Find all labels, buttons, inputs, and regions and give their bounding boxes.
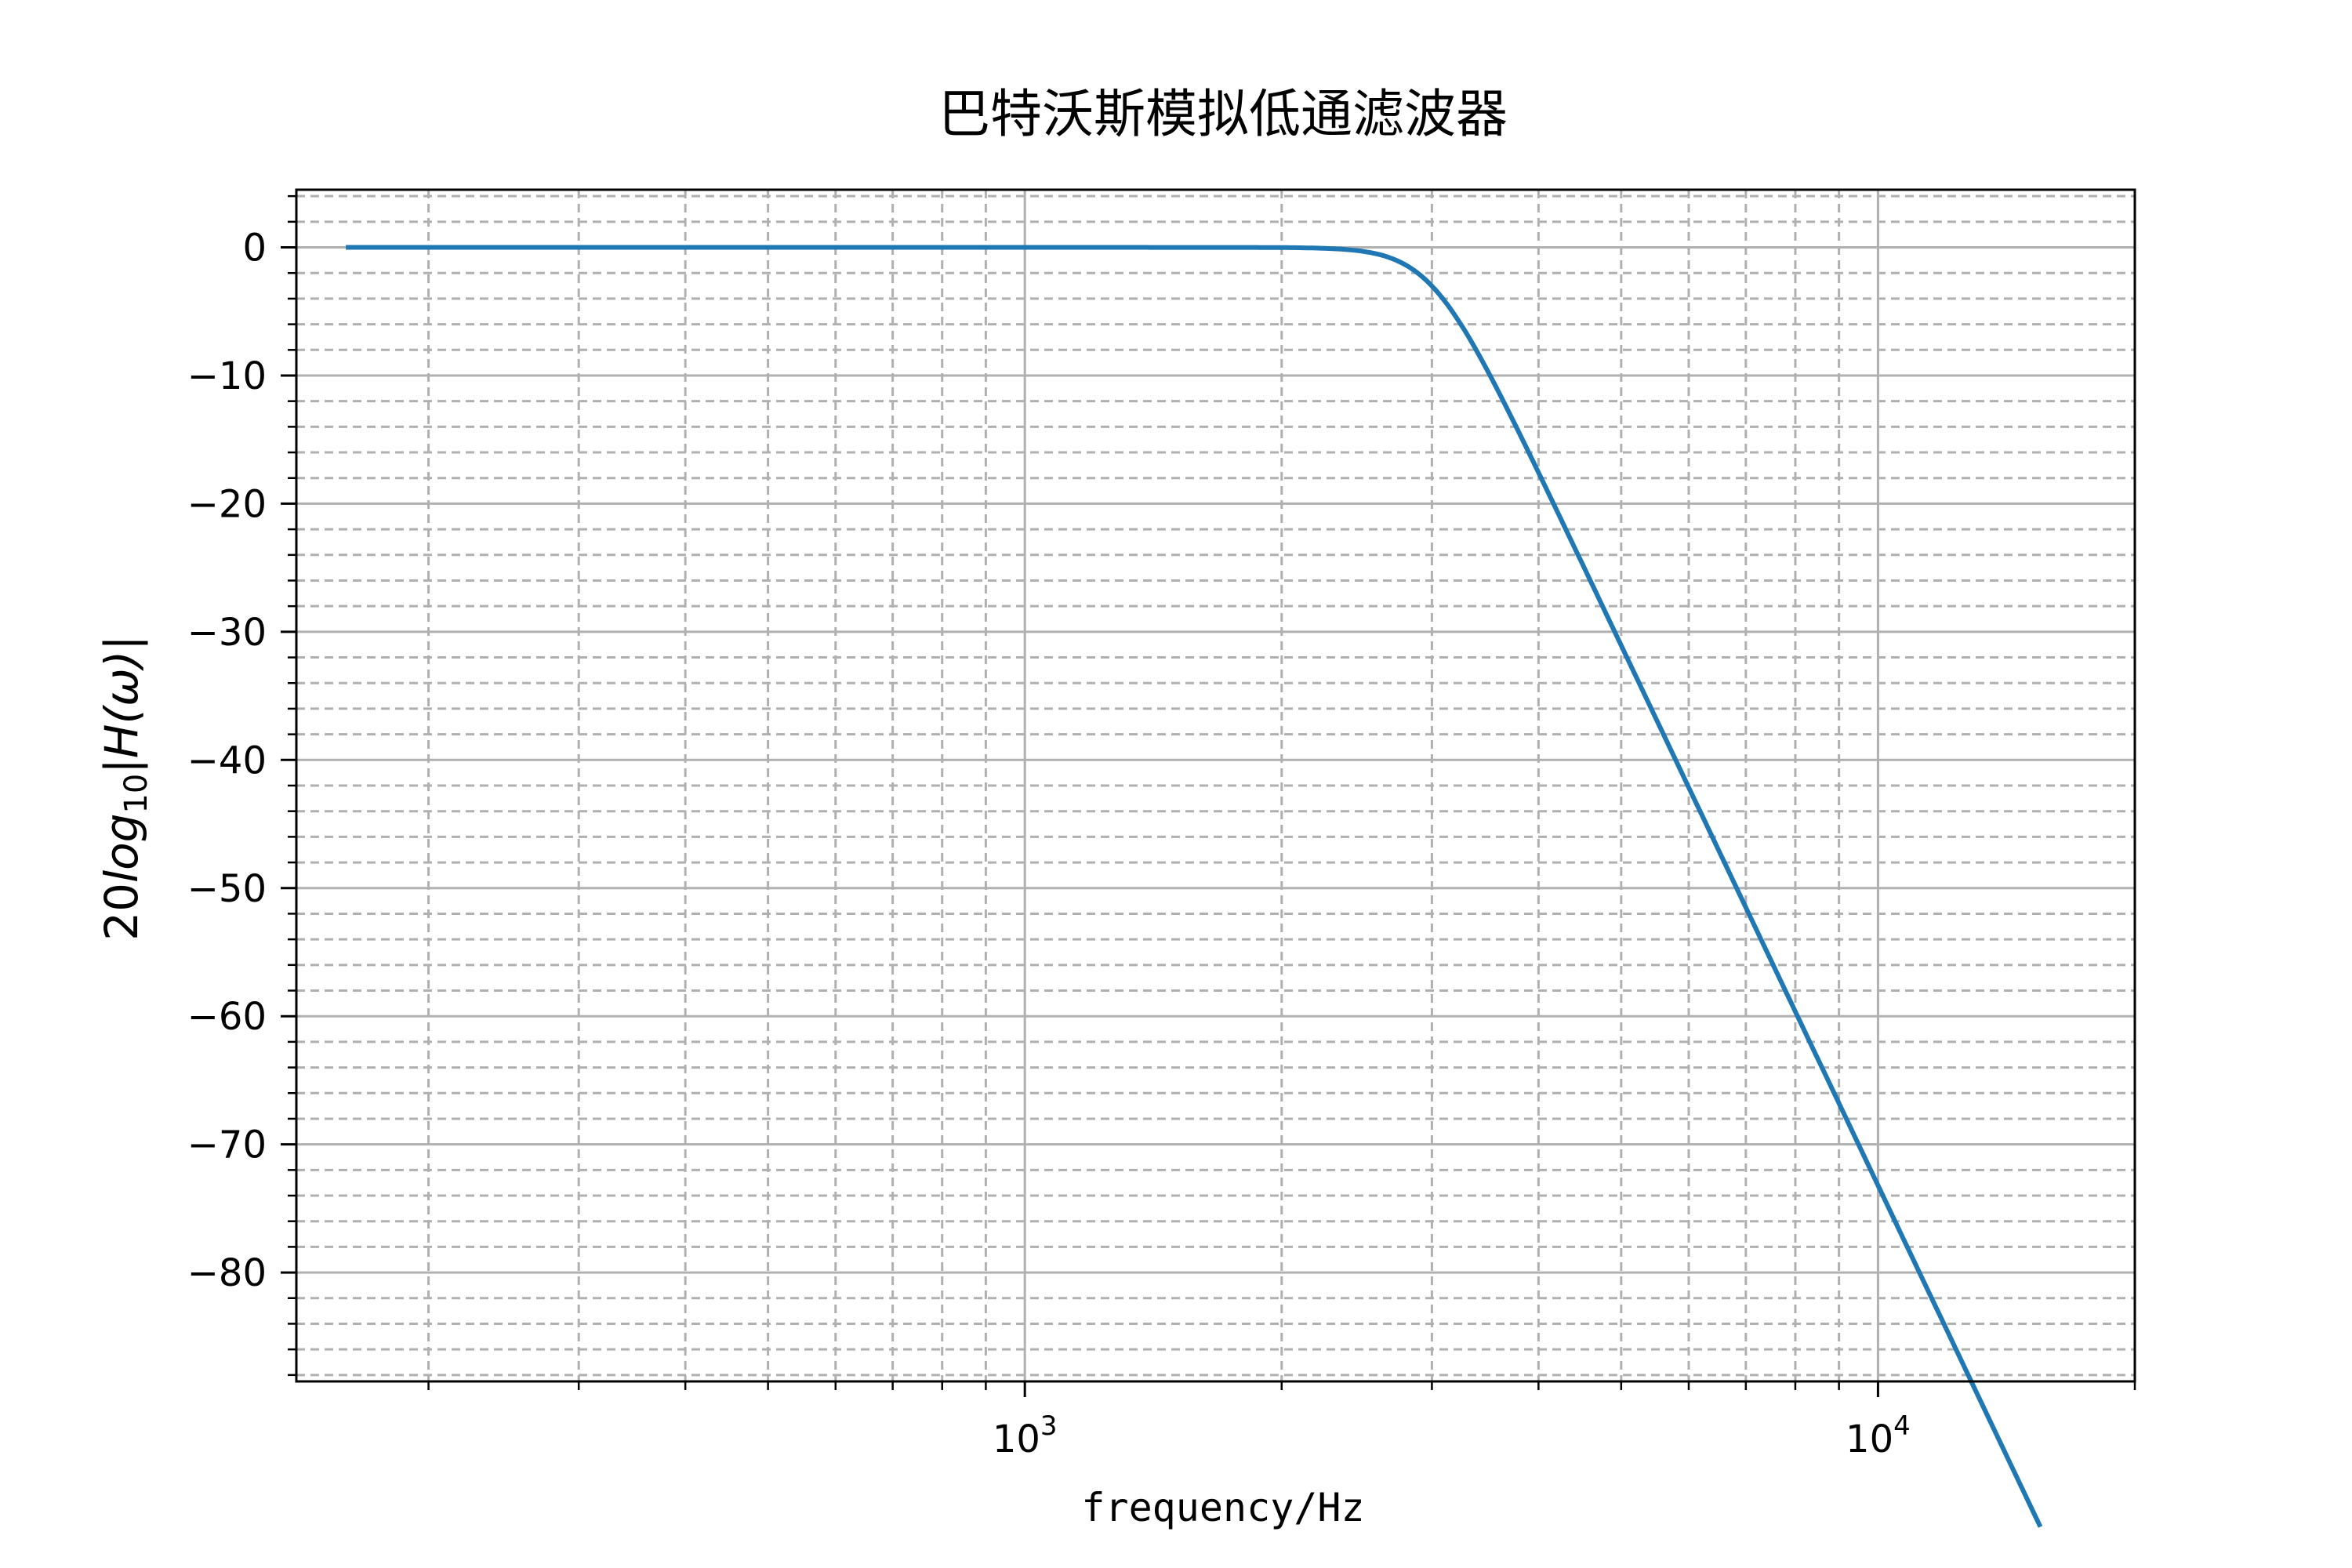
y-tick-label: −80 <box>187 1251 267 1295</box>
tick-labels: 0 −10 −20 −30 −40 −50 −60 −70 −80 103 104 <box>187 227 1911 1461</box>
series-layer <box>346 245 2043 1528</box>
ticks-layer <box>281 194 2136 1397</box>
y-tick-label: −50 <box>187 867 267 911</box>
y-axis-label: 20log10|H(ω)| <box>95 635 154 941</box>
y-tick-label: −20 <box>187 482 267 526</box>
y-tick-label: 0 <box>242 227 267 270</box>
chart-title: 巴特沃斯模拟低通滤波器 <box>938 84 1508 144</box>
x-tick-label: 103 <box>993 1410 1058 1461</box>
y-tick-label: −60 <box>187 995 267 1039</box>
y-label-expr: |H(ω)| <box>95 635 148 774</box>
y-tick-label: −70 <box>187 1123 267 1167</box>
y-label-sub: 10 <box>118 774 154 814</box>
y-tick-label: −40 <box>187 739 267 782</box>
y-label-prefix: 20 <box>95 883 148 941</box>
series-line <box>346 245 2043 1528</box>
x-tick-label: 104 <box>1846 1410 1911 1461</box>
y-tick-label: −10 <box>187 354 267 398</box>
x-axis-label: frequency/Hz <box>1081 1485 1364 1530</box>
y-label-log: log <box>95 814 148 883</box>
y-tick-label: −30 <box>187 611 267 655</box>
